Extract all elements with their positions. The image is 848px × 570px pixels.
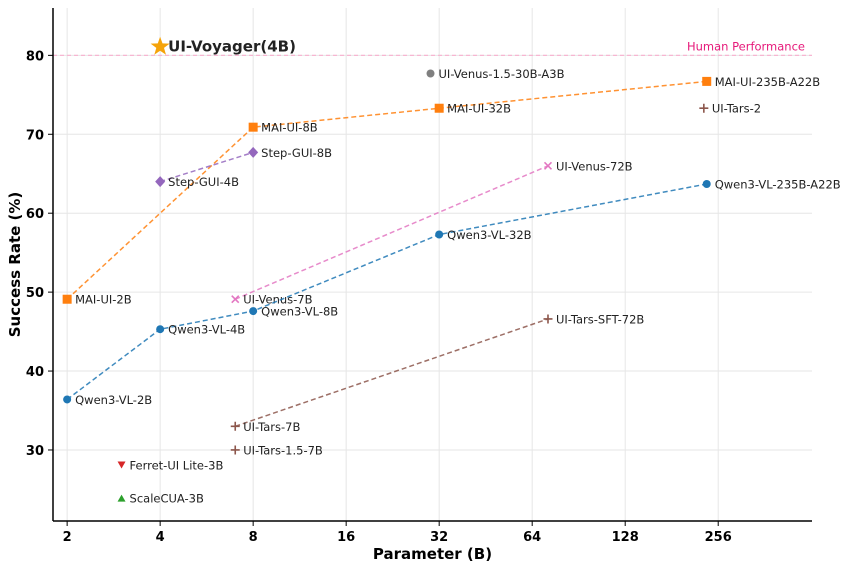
point-label: Ferret-UI Lite-3B [130, 458, 224, 472]
point-label: Qwen3-VL-4B [168, 323, 245, 337]
point-label: MAI-UI-32B [447, 102, 511, 116]
ui-tars-line [234, 318, 549, 428]
mai-ui-line [66, 80, 707, 300]
x-tick-label: 4 [156, 530, 165, 545]
qwen3-vl-point [702, 179, 711, 188]
point-label: UI-Tars-SFT-72B [556, 312, 644, 326]
ui-tars-point [543, 314, 553, 324]
point-label: ScaleCUA-3B [130, 492, 204, 506]
x-axis-label: Parameter (B) [373, 545, 492, 563]
point-label: UI-Tars-7B [243, 420, 300, 434]
qwen3-vl-point [435, 230, 444, 239]
x-tick-label: 64 [523, 530, 541, 545]
point-label: MAI-UI-2B [75, 293, 132, 307]
x-tick-label: 2 [63, 530, 72, 545]
point-label: UI-Tars-1.5-7B [243, 443, 323, 457]
point-label: Qwen3-VL-2B [75, 393, 152, 407]
point-label: UI-Venus-1.5-30B-A3B [439, 67, 565, 81]
step-gui-point [248, 146, 259, 158]
ui-venus-line [234, 165, 549, 300]
point-label: MAI-UI-8B [261, 121, 318, 135]
ui-voyager-star-point [150, 36, 170, 55]
point-label: Qwen3-VL-235B-A22B [715, 177, 841, 191]
ui-tars-single-point [699, 103, 709, 113]
qwen3-vl-point [63, 395, 72, 404]
x-tick-label: 32 [430, 530, 448, 545]
mai-ui-point [62, 294, 72, 304]
y-tick-label: 40 [26, 365, 44, 380]
y-axis-label: Success Rate (%) [6, 192, 24, 338]
scalecua-point [117, 494, 126, 502]
ui-tars-point [230, 421, 240, 431]
step-gui-line [159, 151, 254, 183]
point-label: UI-Tars-2 [712, 102, 761, 116]
qwen3-vl-point [156, 325, 165, 334]
ui-voyager-label: UI-Voyager(4B) [168, 38, 296, 56]
ui-venus-point [543, 161, 553, 170]
ui-tars-single-point [230, 445, 240, 455]
ui-venus-point [231, 295, 240, 304]
mai-ui-point [434, 103, 444, 113]
step-gui-point [155, 176, 166, 188]
point-label: Qwen3-VL-32B [447, 228, 531, 242]
x-tick-label: 128 [612, 530, 639, 545]
x-tick-label: 8 [249, 530, 258, 545]
y-tick-label: 50 [26, 286, 44, 301]
point-label: Step-GUI-8B [261, 146, 332, 160]
x-tick-label: 16 [337, 530, 355, 545]
point-label: UI-Venus-7B [243, 293, 312, 307]
y-tick-label: 80 [26, 49, 44, 64]
mai-ui-point [702, 76, 712, 86]
x-tick-label: 256 [705, 530, 732, 545]
y-tick-label: 70 [26, 128, 44, 143]
point-label: Step-GUI-4B [168, 175, 239, 189]
y-tick-label: 60 [26, 207, 44, 222]
ui-venus-1-5-point [426, 69, 435, 78]
mai-ui-point [248, 122, 258, 132]
point-label: Qwen3-VL-8B [261, 305, 338, 319]
ferret-ui-lite-point [117, 461, 126, 469]
y-tick-label: 30 [26, 444, 44, 459]
point-label: MAI-UI-235B-A22B [715, 75, 821, 89]
human-performance-label: Human Performance [687, 39, 805, 53]
point-label: UI-Venus-72B [556, 159, 633, 173]
qwen3-vl-point [249, 307, 258, 316]
